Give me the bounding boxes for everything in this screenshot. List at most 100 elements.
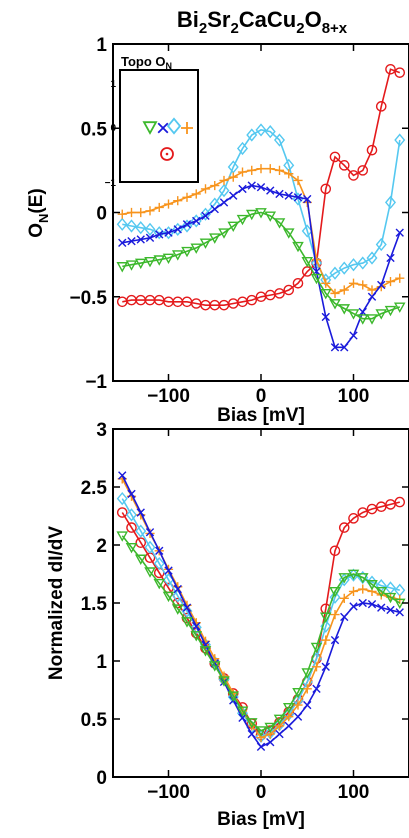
data-point (166, 117, 182, 135)
data-point (292, 241, 304, 253)
top-series-line (122, 184, 401, 349)
data-point (247, 165, 257, 175)
inset-markers (142, 117, 193, 161)
data-point (301, 668, 314, 679)
bottom-series-2 (117, 474, 405, 743)
data-point (357, 507, 369, 518)
data-point (293, 712, 303, 721)
data-point (171, 604, 184, 615)
data-point (357, 256, 369, 270)
data-point (275, 189, 284, 199)
data-point (160, 147, 174, 161)
data-point (348, 278, 359, 288)
inset-tick-bottom: −1 (105, 178, 117, 189)
data-point (125, 219, 138, 233)
data-point (275, 729, 284, 739)
topo-inset: Topo ON 1 0 −1 (105, 54, 199, 189)
data-point (154, 202, 164, 213)
data-point (218, 676, 230, 687)
data-point (273, 714, 286, 726)
data-point (375, 309, 388, 320)
data-point (135, 524, 147, 538)
data-point (292, 277, 304, 289)
data-point (145, 233, 155, 242)
data-point (366, 144, 378, 156)
data-point (238, 184, 247, 194)
inset-label-sub: N (166, 61, 173, 71)
data-point (157, 122, 169, 134)
data-point (385, 63, 396, 75)
bottom-y-tick-label: 1 (96, 652, 107, 673)
data-point (310, 642, 323, 654)
bottom-series-1 (116, 491, 406, 744)
data-point (200, 184, 211, 194)
bottom-x-tick-label: 0 (256, 782, 267, 803)
data-point (136, 235, 145, 244)
data-point (116, 531, 129, 542)
data-point (319, 289, 332, 300)
top-series-group (116, 63, 406, 352)
data-point (330, 343, 340, 352)
bottom-y-tick-label: 0 (96, 768, 107, 789)
data-point (134, 554, 147, 565)
data-point (273, 133, 286, 147)
top-y-label-tail: (E) (26, 188, 47, 213)
top-series-0 (116, 63, 406, 311)
bottom-series-line (121, 498, 400, 738)
data-point (330, 635, 340, 645)
data-point (274, 165, 285, 175)
data-point (319, 612, 332, 623)
data-point (340, 343, 349, 352)
data-point (229, 191, 238, 200)
data-point (182, 220, 192, 229)
data-point (190, 243, 203, 254)
data-point (329, 545, 341, 557)
bottom-y-tick-label: 1.5 (81, 594, 108, 615)
top-series-line (122, 211, 401, 320)
data-point (273, 218, 286, 229)
data-point (264, 722, 277, 734)
bottom-y-axis-label: Normalized dI/dV (46, 526, 67, 680)
bottom-series-line (121, 535, 401, 732)
bottom-y-tick-label: 2.5 (81, 478, 108, 499)
data-point (264, 125, 276, 139)
data-point (348, 170, 359, 181)
data-point (302, 684, 312, 694)
data-point (395, 608, 404, 617)
data-point (284, 169, 294, 179)
data-point (283, 284, 295, 296)
top-x-tick-label: 100 (338, 386, 370, 407)
data-point (155, 230, 164, 239)
top-y-axis-label: ON(E) (26, 188, 51, 238)
data-point (192, 622, 201, 631)
data-point (292, 687, 304, 699)
data-point (199, 646, 212, 657)
data-point (126, 522, 137, 533)
data-point (219, 175, 229, 186)
data-point (163, 199, 174, 209)
bottom-series-4 (116, 531, 406, 737)
title-subscript: 2 (199, 20, 207, 37)
data-point (181, 604, 193, 618)
top-x-axis-label: Bias [mV] (217, 405, 305, 426)
data-point (144, 222, 156, 236)
data-point (173, 584, 182, 594)
top-y-label-sub: N (36, 214, 51, 223)
data-point (153, 255, 166, 266)
data-point (144, 567, 156, 578)
data-point (284, 191, 293, 200)
data-point (210, 180, 220, 191)
data-point (367, 599, 377, 609)
data-point (395, 273, 405, 283)
top-y-tick-label: −1 (85, 372, 107, 393)
data-point (303, 700, 312, 710)
data-point (155, 546, 164, 555)
data-point (338, 522, 350, 533)
data-point (247, 729, 256, 739)
data-point (227, 221, 240, 233)
bottom-series-3 (118, 471, 404, 752)
data-point (347, 569, 360, 581)
data-point (338, 304, 351, 315)
data-point (340, 612, 349, 622)
